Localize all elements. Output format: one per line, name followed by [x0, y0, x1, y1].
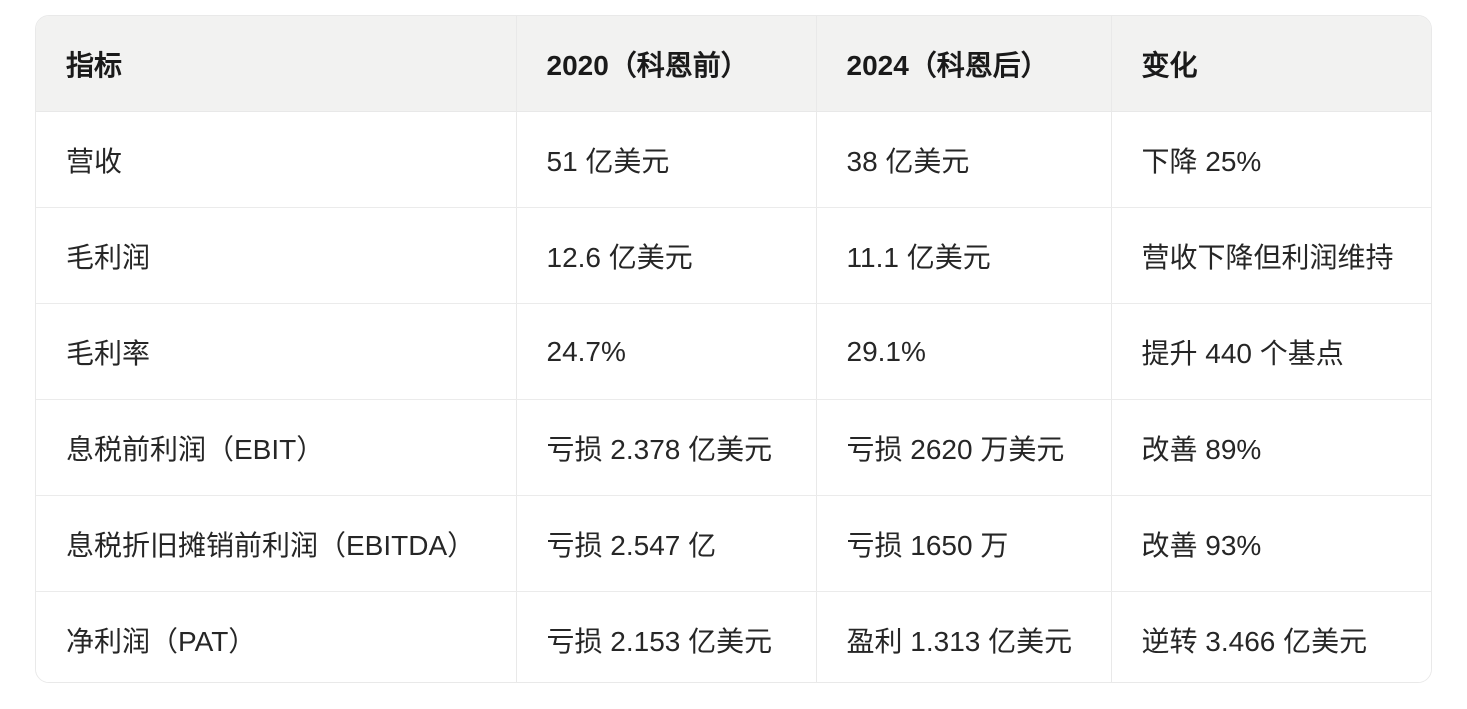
cell-2020: 51 亿美元	[515, 111, 816, 208]
column-header-2020: 2020（科恩前）	[515, 16, 816, 112]
financial-comparison-table: 指标 2020（科恩前） 2024（科恩后） 变化 营收 51 亿美元 38 亿美元…	[36, 16, 1431, 682]
cell-metric: 毛利润	[36, 207, 516, 304]
header-row: 指标 2020（科恩前） 2024（科恩后） 变化	[36, 16, 1431, 112]
cell-metric: 毛利率	[36, 303, 516, 400]
cell-2020: 亏损 2.378 亿美元	[515, 399, 816, 496]
cell-metric: 净利润（PAT）	[36, 591, 516, 682]
cell-change: 改善 89%	[1110, 399, 1431, 496]
cell-metric: 息税折旧摊销前利润（EBITDA）	[36, 495, 516, 592]
cell-2020: 12.6 亿美元	[515, 207, 816, 304]
table-body: 营收 51 亿美元 38 亿美元 下降 25% 毛利润 12.6 亿美元 11.1 亿美元营…	[36, 111, 1431, 682]
cell-metric: 营收	[36, 111, 516, 208]
column-header-2024: 2024（科恩后）	[815, 16, 1111, 112]
cell-change: 逆转 3.466 亿美元	[1110, 591, 1431, 682]
table-row: 息税前利润（EBIT） 亏损 2.378 亿美元 亏损 2620 万美元 改善 89%	[36, 399, 1431, 496]
cell-2024: 亏损 2620 万美元	[815, 399, 1111, 496]
cell-change: 下降 25%	[1110, 111, 1431, 208]
cell-2020: 24.7%	[515, 303, 816, 400]
cell-2024: 29.1%	[815, 303, 1111, 400]
comparison-table-card: 指标 2020（科恩前） 2024（科恩后） 变化 营收 51 亿美元 38 亿美元…	[35, 15, 1432, 683]
cell-2024: 亏损 1650 万	[815, 495, 1111, 592]
cell-change: 改善 93%	[1110, 495, 1431, 592]
table-header: 指标 2020（科恩前） 2024（科恩后） 变化	[36, 16, 1431, 112]
cell-2024: 盈利 1.313 亿美元	[815, 591, 1111, 682]
column-header-metric: 指标	[36, 16, 516, 112]
table-row: 营收 51 亿美元 38 亿美元 下降 25%	[36, 111, 1431, 208]
table-row: 毛利润 12.6 亿美元 11.1 亿美元 营收下降但利润维持	[36, 207, 1431, 304]
cell-2024: 38 亿美元	[815, 111, 1111, 208]
cell-metric: 息税前利润（EBIT）	[36, 399, 516, 496]
table-row: 息税折旧摊销前利润（EBITDA） 亏损 2.547 亿亏损 1650 万改善 9…	[36, 495, 1431, 592]
cell-2020: 亏损 2.153 亿美元	[515, 591, 816, 682]
cell-2020: 亏损 2.547 亿	[515, 495, 816, 592]
column-header-change: 变化	[1110, 16, 1431, 112]
cell-2024: 11.1 亿美元	[815, 207, 1111, 304]
table-row: 净利润（PAT） 亏损 2.153 亿美元 盈利 1.313 亿美元 逆转 3.466…	[36, 591, 1431, 682]
cell-change: 营收下降但利润维持	[1110, 207, 1431, 304]
cell-change: 提升 440 个基点	[1110, 303, 1431, 400]
table-row: 毛利率 24.7% 29.1% 提升 440 个基点	[36, 303, 1431, 400]
